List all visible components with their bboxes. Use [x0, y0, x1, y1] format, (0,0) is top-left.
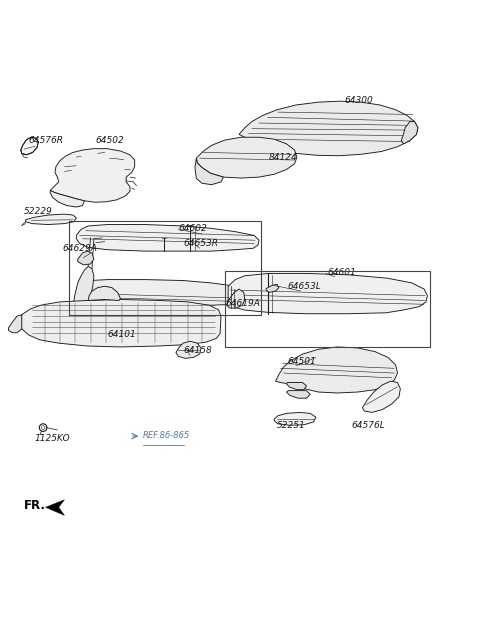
- Polygon shape: [73, 266, 94, 310]
- Polygon shape: [46, 500, 64, 515]
- Polygon shape: [176, 341, 201, 358]
- Text: 64629A: 64629A: [62, 244, 97, 253]
- Polygon shape: [287, 383, 306, 390]
- Polygon shape: [401, 122, 418, 144]
- Text: 64653R: 64653R: [183, 239, 218, 248]
- Polygon shape: [88, 286, 120, 300]
- Text: 52229: 52229: [24, 208, 53, 216]
- Polygon shape: [228, 273, 427, 314]
- Text: 64101: 64101: [107, 330, 136, 339]
- Bar: [225, 271, 430, 347]
- Polygon shape: [276, 347, 397, 393]
- Text: 64653L: 64653L: [288, 282, 321, 291]
- Text: 64576L: 64576L: [351, 420, 385, 430]
- Polygon shape: [195, 158, 223, 185]
- Text: 64619A: 64619A: [226, 298, 261, 308]
- Text: 84124: 84124: [268, 153, 297, 162]
- Text: 64300: 64300: [344, 96, 373, 105]
- Text: REF.86-865: REF.86-865: [143, 431, 190, 441]
- Text: 64601: 64601: [328, 268, 357, 277]
- Text: 64158: 64158: [183, 347, 212, 355]
- Polygon shape: [196, 137, 297, 178]
- Text: 52251: 52251: [277, 420, 306, 430]
- Polygon shape: [50, 190, 84, 207]
- Polygon shape: [76, 224, 259, 251]
- Text: 64502: 64502: [96, 137, 124, 145]
- Polygon shape: [78, 251, 94, 265]
- Polygon shape: [274, 412, 316, 425]
- Text: 64576R: 64576R: [29, 137, 64, 145]
- Text: 64501: 64501: [288, 357, 316, 366]
- Polygon shape: [266, 284, 279, 292]
- Bar: [69, 221, 261, 315]
- Polygon shape: [50, 149, 135, 202]
- Text: FR.: FR.: [24, 499, 46, 512]
- Polygon shape: [21, 137, 38, 154]
- Text: 1125KO: 1125KO: [35, 434, 71, 442]
- Polygon shape: [287, 391, 310, 398]
- Text: 64602: 64602: [179, 224, 207, 233]
- Polygon shape: [9, 315, 22, 332]
- Polygon shape: [362, 381, 400, 412]
- Polygon shape: [76, 279, 259, 305]
- Polygon shape: [227, 289, 245, 308]
- Polygon shape: [25, 214, 76, 224]
- Polygon shape: [21, 300, 221, 347]
- Polygon shape: [239, 101, 418, 156]
